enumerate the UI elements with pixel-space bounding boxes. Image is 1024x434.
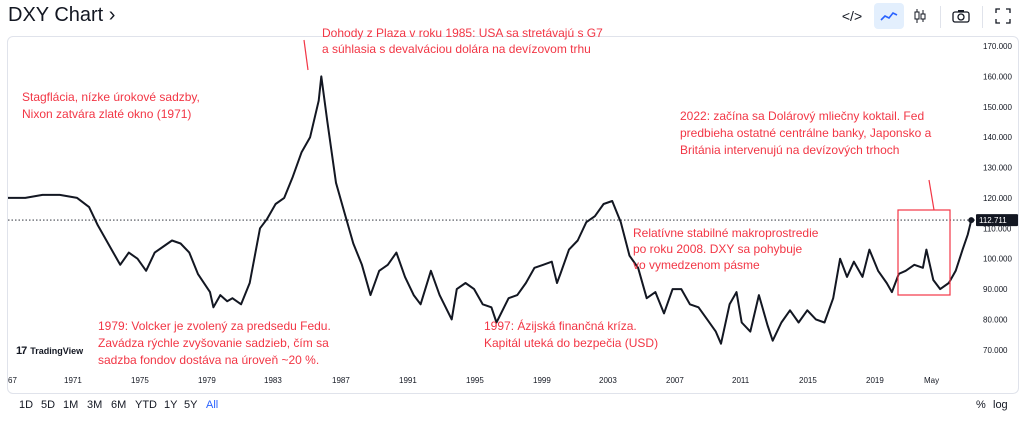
annotation-text: Dohody z Plaza v roku 1985: USA sa stret… bbox=[322, 26, 603, 40]
y-tick-label: 130.000 bbox=[983, 164, 1012, 173]
annotation-text: a súhlasia s devalváciou dolára na devíz… bbox=[322, 42, 591, 56]
dxy-series-line bbox=[8, 75, 973, 345]
last-value-label: 112.711 bbox=[979, 216, 1007, 225]
y-tick-label: 90.000 bbox=[983, 285, 1008, 294]
annotation-text: Stagflácia, nízke úrokové sadzby, bbox=[22, 90, 200, 104]
last-value-badge bbox=[976, 214, 1018, 227]
annotation-text: 1979: Volcker je zvolený za predsedu Fed… bbox=[98, 319, 331, 333]
camera-icon[interactable] bbox=[948, 3, 974, 29]
y-tick-label: 120.000 bbox=[983, 194, 1012, 203]
x-tick-label: 2003 bbox=[599, 376, 617, 385]
candle-chart-icon[interactable] bbox=[908, 3, 932, 29]
bottom-toolbar: 1D 5D 1M 3M 6M YTD 1Y 5Y All % log bbox=[0, 393, 1024, 434]
annotation-text: po roku 2008. DXY sa pohybuje bbox=[633, 242, 803, 256]
fullscreen-icon[interactable] bbox=[990, 3, 1016, 29]
x-tick-label: 1991 bbox=[399, 376, 417, 385]
percent-scale-toggle[interactable]: % bbox=[976, 399, 986, 411]
x-tick-label: 1979 bbox=[198, 376, 216, 385]
tradingview-logo-mark: 17 bbox=[16, 345, 27, 357]
y-tick-label: 80.000 bbox=[983, 315, 1008, 324]
x-tick-label: May bbox=[924, 376, 939, 385]
tradingview-logo[interactable]: 17 TradingView bbox=[12, 343, 88, 359]
embed-code-icon[interactable]: </> bbox=[841, 8, 863, 24]
timeframe-1d[interactable]: 1D bbox=[19, 399, 34, 411]
plaza-pointer-line bbox=[303, 39, 309, 71]
annotation-text: 2022: začína sa Dolárový mliečny koktail… bbox=[680, 109, 924, 123]
annotation-text: Nixon zatvára zlaté okno (1971) bbox=[22, 107, 191, 121]
annotation-text: Zavádza rýchle zvyšovanie sadzieb, čím s… bbox=[98, 336, 329, 350]
highlight-box bbox=[897, 209, 951, 296]
tradingview-logo-text: TradingView bbox=[30, 346, 84, 356]
y-tick-label: 70.000 bbox=[983, 346, 1008, 355]
y-tick-label: 170.000 bbox=[983, 42, 1012, 51]
toolbar-divider bbox=[940, 6, 941, 28]
milkshake-pointer-line bbox=[928, 179, 935, 211]
line-chart-icon[interactable] bbox=[874, 3, 904, 29]
chart-header: DXY Chart › </> bbox=[0, 0, 1024, 34]
x-tick-label: 2019 bbox=[866, 376, 884, 385]
annotation-text: 1997: Ázijská finančná kríza. bbox=[484, 318, 637, 333]
toolbar-divider bbox=[982, 6, 983, 28]
annotation-text: predbieha ostatné centrálne banky, Japon… bbox=[680, 126, 932, 140]
annotation-text: sadzba fondov dostáva na úroveň ~20 %. bbox=[98, 353, 319, 367]
last-point-marker bbox=[968, 217, 975, 224]
timeframe-all[interactable]: All bbox=[206, 399, 219, 411]
timeframe-1m[interactable]: 1M bbox=[63, 399, 79, 411]
y-tick-label: 110.000 bbox=[983, 224, 1012, 233]
x-tick-label: 67 bbox=[8, 376, 17, 385]
timeframe-5y[interactable]: 5Y bbox=[184, 399, 198, 411]
annotation-text: vo vymedzenom pásme bbox=[633, 258, 760, 272]
x-tick-label: 2015 bbox=[799, 376, 817, 385]
y-tick-label: 140.000 bbox=[983, 133, 1012, 142]
timeframe-6m[interactable]: 6M bbox=[111, 399, 127, 411]
x-tick-label: 1987 bbox=[332, 376, 350, 385]
chart-title[interactable]: DXY Chart › bbox=[8, 4, 116, 26]
annotation-text: Kapitál uteká do bezpečia (USD) bbox=[484, 336, 658, 350]
log-scale-toggle[interactable]: log bbox=[993, 399, 1008, 411]
x-tick-label: 1975 bbox=[131, 376, 149, 385]
annotation-text: Británia intervenujú na devízových trhoc… bbox=[680, 143, 899, 157]
timeframe-1y[interactable]: 1Y bbox=[164, 399, 178, 411]
y-tick-label: 160.000 bbox=[983, 72, 1012, 81]
y-tick-label: 100.000 bbox=[983, 255, 1012, 264]
timeframe-ytd[interactable]: YTD bbox=[135, 399, 157, 411]
x-tick-label: 1999 bbox=[533, 376, 551, 385]
y-tick-label: 150.000 bbox=[983, 103, 1012, 112]
dxy-line-chart[interactable]: 170.000 160.000 150.000 140.000 130.000 120.0… bbox=[0, 0, 1024, 393]
timeframe-5d[interactable]: 5D bbox=[41, 399, 56, 411]
timeframe-3m[interactable]: 3M bbox=[87, 399, 103, 411]
x-tick-label: 2007 bbox=[666, 376, 684, 385]
x-tick-label: 1971 bbox=[64, 376, 82, 385]
x-tick-label: 1983 bbox=[264, 376, 282, 385]
x-tick-label: 2011 bbox=[732, 376, 750, 385]
annotation-text: Relatívne stabilné makroprostredie bbox=[633, 226, 819, 240]
chart-frame bbox=[7, 36, 1019, 394]
x-tick-label: 1995 bbox=[466, 376, 484, 385]
